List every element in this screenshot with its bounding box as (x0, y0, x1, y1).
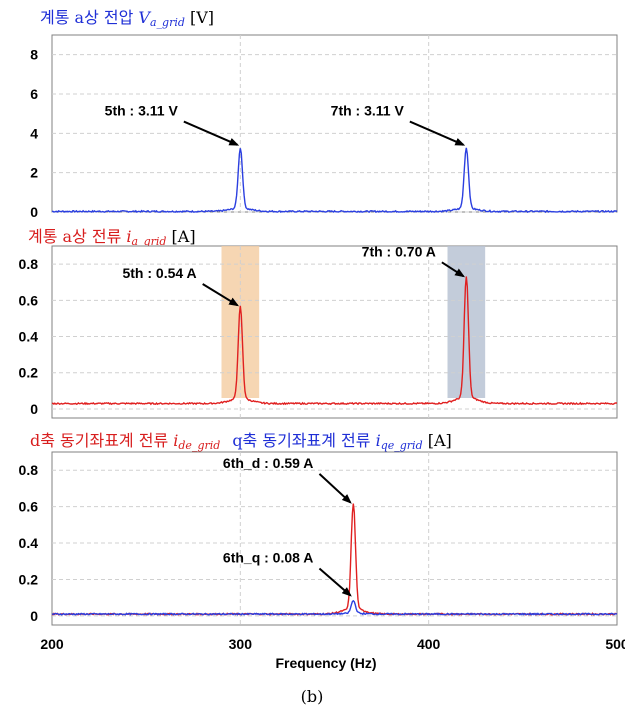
y-tick-label: 8 (30, 47, 38, 63)
panel2-title: 계통 a상 전류 ia_grid [A] (28, 227, 196, 248)
panel1-title-sub: a_grid (150, 16, 185, 29)
panel3-title-d-sub: de_grid (178, 439, 220, 452)
panel1-title-unit: [V] (185, 8, 214, 27)
annotation-label-1: 6th_d : 0.59 A (223, 455, 314, 471)
panel3-title: d축 동기좌표계 전류 ide_grid q축 동기좌표계 전류 iqe_grid… (30, 431, 452, 452)
x-tick-label: 400 (417, 636, 441, 652)
panel2-title-sub: a_grid (132, 235, 167, 248)
annotation-label-1: 5th : 0.54 A (122, 265, 196, 281)
series-line-1 (51, 147, 618, 214)
y-tick-label: 0.2 (19, 571, 39, 587)
panel3-title-q-sub: qe_grid (381, 439, 423, 452)
y-tick-label: 0.4 (19, 535, 39, 551)
x-axis-label: Frequency (Hz) (275, 655, 376, 671)
annotation-label-1: 5th : 3.11 V (105, 103, 179, 119)
panel1-title-main: 계통 a상 전압 (40, 8, 138, 27)
y-tick-label: 0.2 (19, 365, 39, 381)
panel2-title-unit: [A] (166, 227, 195, 246)
series-line-2 (51, 599, 618, 616)
y-tick-label: 0.6 (19, 499, 39, 515)
annotation-arrow (441, 261, 466, 278)
y-tick-label: 0.6 (19, 292, 39, 308)
panel-2-frame (51, 245, 618, 419)
annotation-arrow (318, 473, 352, 504)
panel-1: 0 2 4 6 8 5th : 3.11 V 7th : 3.11 V (30, 34, 618, 220)
panel2-title-var: i (126, 227, 131, 246)
panel3-title-d-main: d축 동기좌표계 전류 (30, 431, 173, 450)
y-tick-label: 4 (30, 125, 38, 141)
panel3-title-q-var: i (376, 431, 381, 450)
y-tick-label: 0.8 (19, 462, 39, 478)
annotation-label-2: 7th : 0.70 A (362, 243, 436, 259)
figure-caption: (b) (301, 687, 324, 706)
y-tick-label: 0 (30, 401, 38, 417)
annotation-arrow (202, 283, 240, 307)
panel3-title-unit: [A] (423, 431, 452, 450)
panel-3-frame (51, 451, 618, 626)
x-tick-label: 300 (229, 636, 253, 652)
y-tick-label: 0 (30, 204, 38, 220)
y-tick-label: 6 (30, 86, 38, 102)
panel-2: 0 0.2 0.4 0.6 0.8 5th : 0.54 A 7th : 0.70 A (19, 243, 618, 419)
x-tick-label: 500 (605, 636, 625, 652)
annotation-arrow (409, 120, 466, 146)
panel1-title: 계통 a상 전압 Va_grid [V] (40, 8, 214, 29)
x-tick-label: 200 (40, 636, 64, 652)
y-tick-label: 0 (30, 608, 38, 624)
panel3-title-q-main: q축 동기좌표계 전류 (232, 431, 375, 450)
y-tick-label: 0.8 (19, 256, 39, 272)
annotation-arrow (183, 120, 240, 146)
y-tick-label: 2 (30, 165, 38, 181)
panel3-title-d-var: i (173, 431, 178, 450)
panel-1-frame (51, 34, 618, 213)
annotation-label-2: 6th_q : 0.08 A (223, 550, 314, 566)
annotation-label-2: 7th : 3.11 V (331, 103, 405, 119)
panel-3: 0 0.2 0.4 0.6 0.8 6th_d : 0.59 A 6th_q : 0.08 … (19, 451, 625, 652)
annotation-arrow (318, 567, 352, 597)
y-tick-label: 0.4 (19, 329, 39, 345)
panel2-title-main: 계통 a상 전류 (28, 227, 126, 246)
series-line-1 (51, 276, 618, 406)
panel1-title-var: V (138, 8, 151, 27)
